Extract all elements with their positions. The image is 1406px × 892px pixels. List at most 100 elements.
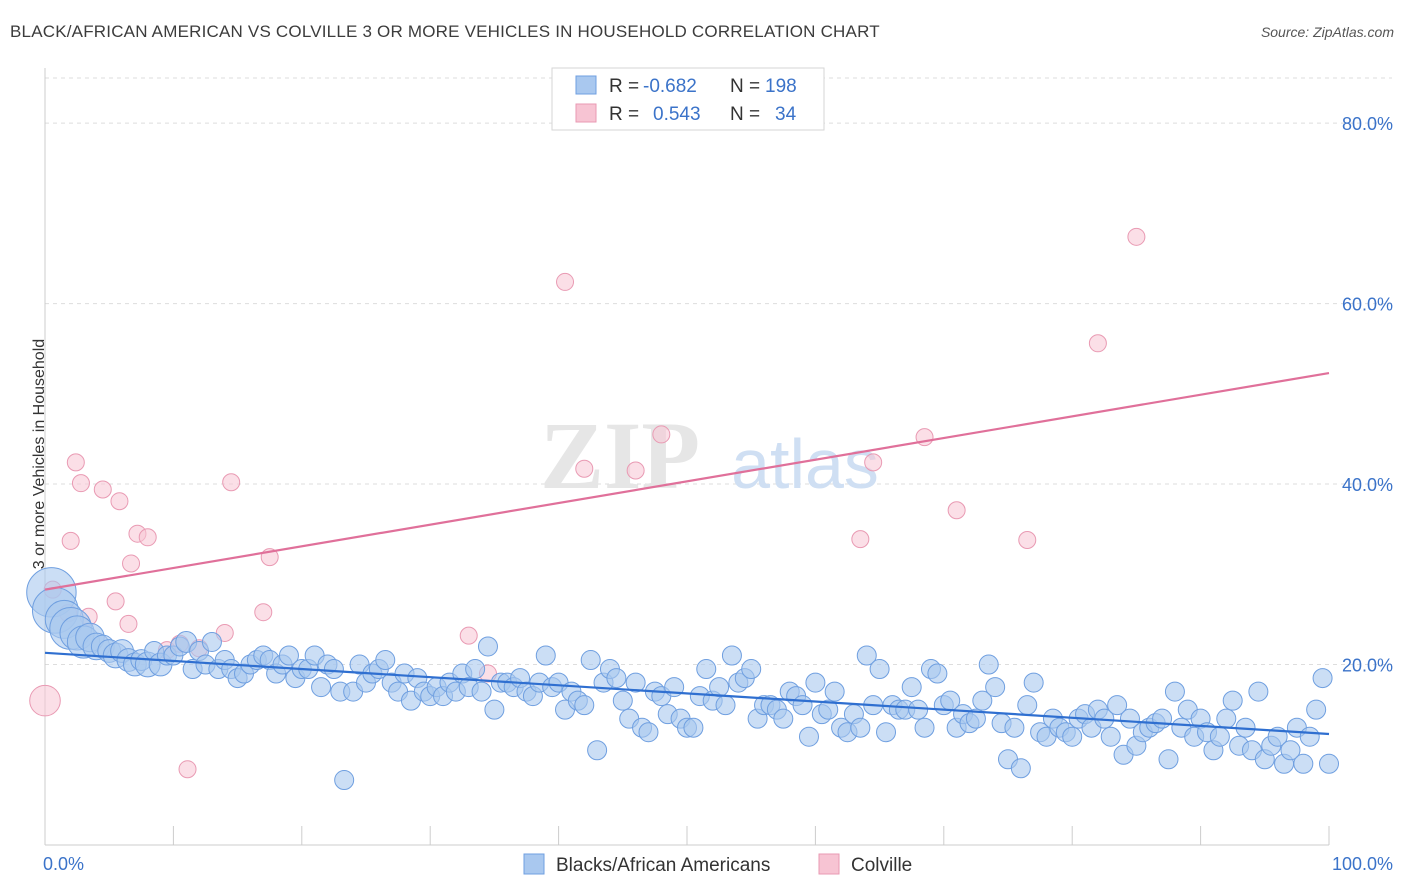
data-point-blacks [638, 722, 659, 743]
data-point-blacks [471, 681, 492, 702]
data-point-blacks [535, 645, 556, 666]
series-legend: Blacks/African Americans Colville [523, 853, 912, 876]
y-tick-label: 60.0% [1342, 295, 1393, 315]
data-point-colville [575, 459, 594, 478]
watermark-zip: ZIP [540, 402, 700, 509]
data-point-colville [29, 684, 61, 717]
data-point-blacks [696, 659, 717, 680]
legend-n-label-1: N = [730, 76, 760, 97]
data-point-blacks [792, 695, 813, 716]
data-point-blacks [1312, 668, 1333, 689]
data-point-blacks [484, 699, 505, 720]
data-point-blacks [709, 677, 730, 698]
data-point-blacks [375, 650, 396, 671]
data-point-blacks [985, 677, 1006, 698]
data-point-blacks [1017, 695, 1038, 716]
series-legend-label-blacks: Blacks/African Americans [556, 855, 770, 876]
data-point-blacks [334, 770, 355, 791]
data-point-colville [652, 425, 671, 444]
data-point-blacks [914, 717, 935, 738]
data-point-blacks [1299, 726, 1320, 747]
data-point-blacks [278, 645, 299, 666]
data-point-colville [138, 528, 157, 547]
data-point-blacks [587, 740, 608, 761]
data-point-blacks [625, 672, 646, 693]
data-point-colville [66, 453, 85, 472]
data-point-blacks [972, 690, 993, 711]
data-point-colville [178, 760, 197, 779]
data-point-colville [106, 592, 125, 611]
x-tick-label-max: 100.0% [1332, 854, 1393, 874]
data-point-blacks [869, 659, 890, 680]
data-point-blacks [477, 636, 498, 657]
data-point-blacks [612, 690, 633, 711]
data-point-blacks [1158, 749, 1179, 770]
legend-r-label-1: R = [609, 76, 639, 97]
data-point-blacks [1248, 681, 1269, 702]
data-point-blacks [311, 677, 332, 698]
data-point-blacks [1306, 699, 1327, 720]
source-credit: Source: ZipAtlas.com [1260, 24, 1394, 40]
data-point-blacks [798, 726, 819, 747]
y-tick-label: 80.0% [1342, 114, 1393, 134]
data-point-blacks [856, 645, 877, 666]
data-point-blacks [1100, 726, 1121, 747]
data-point-blacks [876, 722, 897, 743]
data-point-blacks [465, 659, 486, 680]
data-point-colville [864, 453, 883, 472]
data-point-blacks [850, 717, 871, 738]
legend-r-value-2: 0.543 [653, 104, 701, 125]
data-point-colville [1127, 227, 1146, 246]
legend-swatch-blacks [575, 75, 597, 95]
data-point-colville [110, 492, 129, 511]
y-tick-label: 20.0% [1342, 656, 1393, 676]
y-tick-label: 40.0% [1342, 475, 1393, 495]
trend-line-blacks [44, 651, 1330, 736]
data-point-blacks [721, 645, 742, 666]
data-point-colville [626, 461, 645, 480]
data-point-colville [254, 603, 273, 622]
data-point-blacks [606, 668, 627, 689]
series-legend-label-colville: Colville [851, 855, 912, 876]
data-point-blacks [683, 717, 704, 738]
data-point-blacks [978, 654, 999, 675]
data-point-blacks [1062, 726, 1083, 747]
data-point-blacks [824, 681, 845, 702]
stats-legend: R = -0.682 N = 198 R = 0.543 N = 34 [551, 67, 825, 131]
legend-r-label-2: R = [609, 104, 639, 125]
data-point-colville [119, 614, 138, 633]
data-point-blacks [1107, 695, 1128, 716]
data-point-colville [947, 501, 966, 520]
data-point-colville [1018, 531, 1037, 550]
data-point-blacks [574, 695, 595, 716]
data-point-blacks [1216, 708, 1237, 729]
trend-lines [44, 371, 1330, 736]
data-point-blacks [1209, 726, 1230, 747]
data-point-blacks [1152, 708, 1173, 729]
x-tick-label-min: 0.0% [43, 854, 84, 874]
data-point-blacks [1319, 753, 1339, 774]
watermark-atlas: atlas [731, 425, 879, 503]
stats-legend-box [551, 67, 825, 131]
legend-swatch-colville [575, 103, 597, 123]
trend-line-colville [44, 371, 1330, 591]
data-point-blacks [908, 699, 929, 720]
chart-title: BLACK/AFRICAN AMERICAN VS COLVILLE 3 OR … [10, 22, 880, 41]
data-point-colville [93, 480, 112, 499]
legend-r-value-1: -0.682 [643, 76, 697, 97]
watermark: ZIP atlas [540, 402, 879, 509]
data-point-colville [1088, 334, 1107, 353]
data-point-colville [71, 474, 90, 493]
data-point-blacks [741, 659, 762, 680]
data-point-blacks [805, 672, 826, 693]
data-point-blacks [580, 650, 601, 671]
data-point-blacks [965, 708, 986, 729]
data-point-colville [122, 554, 141, 573]
data-point-colville [556, 272, 575, 291]
data-point-blacks [1119, 708, 1140, 729]
data-point-blacks [818, 699, 839, 720]
blacks-points [26, 567, 1339, 791]
data-point-colville [851, 530, 870, 549]
data-point-blacks [1222, 690, 1243, 711]
